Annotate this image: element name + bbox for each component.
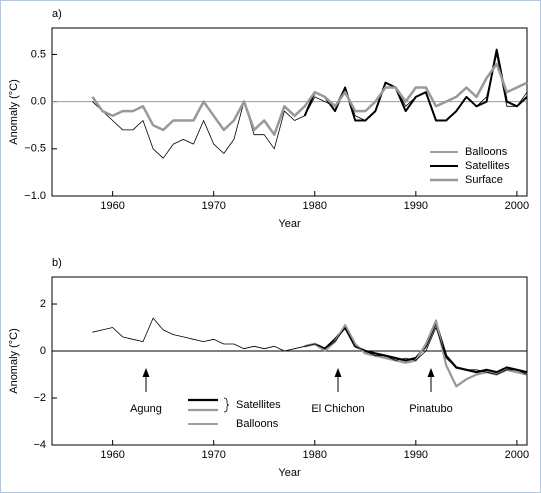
legend-label: Satellites bbox=[236, 399, 281, 411]
x-tick-label: 1970 bbox=[201, 449, 225, 461]
y-tick-label: −0.5 bbox=[24, 143, 46, 155]
annotation-arrowhead bbox=[334, 368, 342, 377]
y-axis-label: Anomaly (°C) bbox=[8, 79, 20, 145]
legend-label: Surface bbox=[465, 174, 503, 186]
y-tick-label: −1.0 bbox=[24, 190, 46, 202]
y-tick-label: 0 bbox=[40, 345, 46, 357]
x-tick-label: 2000 bbox=[505, 449, 529, 461]
plot-area bbox=[51, 276, 528, 446]
x-tick-label: 1970 bbox=[201, 200, 225, 212]
legend-label: Balloons bbox=[465, 146, 508, 158]
y-tick-label: 0.0 bbox=[31, 96, 46, 108]
x-tick-label: 1960 bbox=[100, 449, 124, 461]
y-tick-label: 2 bbox=[40, 298, 46, 310]
x-tick-label: 1960 bbox=[100, 200, 124, 212]
data-line bbox=[91, 62, 528, 136]
x-axis-label: Year bbox=[278, 218, 301, 230]
y-tick-label: −4 bbox=[33, 439, 46, 451]
y-axis-label: Anomaly (°C) bbox=[8, 328, 20, 394]
y-tick-label: −2 bbox=[33, 392, 46, 404]
x-axis-label: Year bbox=[278, 467, 301, 479]
x-tick-label: 1990 bbox=[404, 200, 428, 212]
x-tick-label: 2000 bbox=[505, 200, 529, 212]
data-line bbox=[92, 317, 528, 375]
annotation-arrowhead bbox=[142, 368, 150, 377]
annotation-label: El Chichon bbox=[311, 403, 364, 415]
annotation-arrowhead bbox=[427, 368, 435, 377]
x-tick-label: 1990 bbox=[404, 449, 428, 461]
x-tick-label: 1980 bbox=[303, 200, 327, 212]
annotation-label: Agung bbox=[130, 403, 162, 415]
y-tick-label: 0.5 bbox=[31, 48, 46, 60]
legend-label: Balloons bbox=[236, 418, 279, 430]
legend-label: Satellites bbox=[465, 160, 510, 172]
panel-label: b) bbox=[52, 257, 62, 269]
legend-brace bbox=[223, 397, 230, 413]
panel-label: a) bbox=[52, 8, 62, 20]
x-tick-label: 1980 bbox=[303, 449, 327, 461]
annotation-label: Pinatubo bbox=[409, 403, 452, 415]
plot-area bbox=[51, 27, 528, 197]
